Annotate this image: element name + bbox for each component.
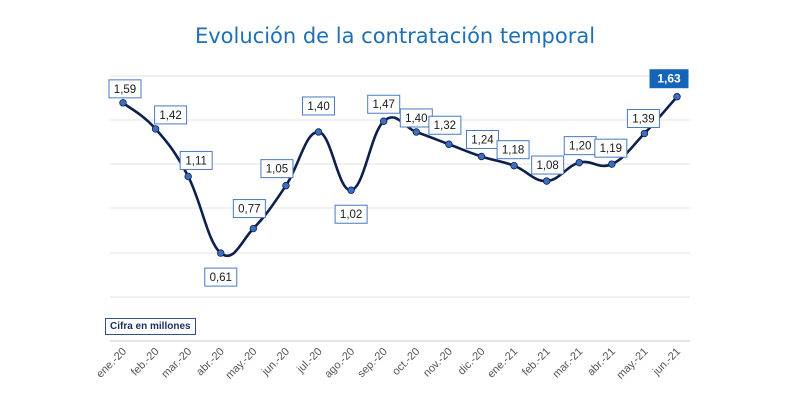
- data-label-box: [334, 204, 368, 224]
- data-point: [249, 224, 258, 233]
- data-point: [542, 177, 551, 185]
- data-point: [282, 181, 290, 190]
- x-tick-label: nov.-20: [421, 346, 455, 380]
- data-label-box: [179, 150, 213, 170]
- data-point: [380, 117, 388, 125]
- data-point: [347, 186, 355, 194]
- data-label-box: [594, 138, 628, 158]
- data-point: [608, 160, 616, 168]
- data-label: 1,08: [531, 155, 565, 175]
- data-label: 1,11: [179, 150, 213, 170]
- data-label-text: 1,11: [185, 155, 207, 167]
- data-label: 1,59: [108, 79, 142, 99]
- data-label: 1,39: [626, 109, 660, 129]
- data-label: 0,77: [232, 199, 266, 219]
- x-tick-label: ene.-20: [94, 346, 129, 381]
- data-labels: 1,59 1,42 1,11 0,61 0,77 1,05 1,40 1,02 1,47 1,40…: [108, 69, 689, 287]
- data-point: [119, 99, 127, 107]
- x-tick-label: oct.-20: [390, 346, 422, 378]
- data-label-box: [367, 94, 401, 114]
- data-label-text: 1,40: [405, 113, 427, 125]
- data-label: 0,61: [204, 267, 238, 287]
- chart-title: Evolución de la contratación temporal: [194, 24, 596, 48]
- data-label-text: 1,40: [307, 101, 329, 113]
- data-label-text: 1,20: [569, 141, 591, 153]
- data-label-box: [428, 115, 462, 135]
- x-tick-label: abr.-20: [194, 346, 227, 379]
- data-point: [412, 128, 420, 136]
- data-label-box: [496, 140, 530, 160]
- data-point: [445, 140, 453, 148]
- data-label-text: 1,24: [471, 135, 494, 147]
- x-tick-label: mar.-20: [159, 346, 194, 381]
- data-label: 1,42: [154, 105, 188, 125]
- data-label-text: 1,32: [434, 120, 456, 132]
- data-label-text: 1,63: [657, 72, 681, 86]
- data-label-text: 1,19: [600, 143, 622, 155]
- data-label-text: 1,39: [632, 114, 654, 126]
- data-label-text: 1,47: [373, 99, 395, 111]
- data-label-box: [302, 96, 336, 116]
- x-tick-label: sep.-20: [355, 346, 389, 380]
- data-label: 1,32: [428, 115, 462, 135]
- data-label-text: 1,08: [536, 160, 558, 172]
- data-label-text: 0,77: [238, 204, 260, 216]
- data-label-text: 1,05: [266, 164, 288, 176]
- data-label-text: 1,18: [502, 145, 524, 157]
- data-point: [575, 158, 583, 167]
- data-point: [217, 249, 225, 257]
- data-label-box: [260, 159, 294, 179]
- x-tick-label: mar.-21: [550, 346, 585, 381]
- x-tick-label: abr.-21: [585, 346, 618, 379]
- data-label-box: [649, 69, 689, 89]
- data-label-box: [465, 130, 499, 150]
- data-label-text: 1,02: [340, 209, 362, 221]
- x-tick-label: dic.-20: [456, 346, 488, 378]
- data-label-text: 0,61: [210, 272, 232, 284]
- data-label-box: [204, 267, 238, 287]
- x-tick-label: jul.-20: [294, 346, 324, 376]
- x-tick-label: feb.-21: [520, 346, 553, 379]
- data-label: 1,20: [563, 136, 597, 156]
- data-point: [314, 128, 323, 136]
- data-label: 1,05: [260, 159, 294, 179]
- data-point: [673, 93, 681, 101]
- data-label: 1,24: [465, 130, 499, 150]
- data-point: [477, 152, 486, 161]
- data-label-box: [531, 155, 565, 175]
- data-label: 1,40: [302, 96, 336, 116]
- x-tick-label: jun.-20: [259, 346, 292, 379]
- unit-note: Cifra en millones: [105, 318, 196, 335]
- data-label-box: [154, 105, 188, 125]
- data-point: [640, 129, 649, 138]
- data-point: [510, 162, 518, 170]
- x-tick-label: may.-20: [223, 346, 259, 382]
- data-label-box: [626, 109, 660, 129]
- x-tick-label: jun.-21: [650, 346, 683, 379]
- data-label-text: 1,42: [159, 110, 181, 122]
- data-point: [184, 172, 192, 181]
- data-label-box: [108, 79, 142, 99]
- data-label: 1,40: [399, 108, 433, 128]
- data-label: 1,02: [334, 204, 368, 224]
- data-label-box: [232, 199, 266, 219]
- data-label: 1,63: [649, 69, 689, 89]
- data-label-text: 1,59: [114, 84, 136, 96]
- x-tick-label: ago.-20: [322, 346, 357, 381]
- data-point: [151, 125, 160, 133]
- data-label: 1,19: [594, 138, 628, 158]
- x-tick-label: may.-21: [615, 346, 651, 382]
- x-tick-label: feb.-20: [129, 346, 162, 379]
- x-tick-label: ene.-21: [485, 346, 520, 381]
- data-label: 1,47: [367, 94, 401, 114]
- markers: [119, 93, 681, 257]
- data-label: 1,18: [496, 140, 530, 160]
